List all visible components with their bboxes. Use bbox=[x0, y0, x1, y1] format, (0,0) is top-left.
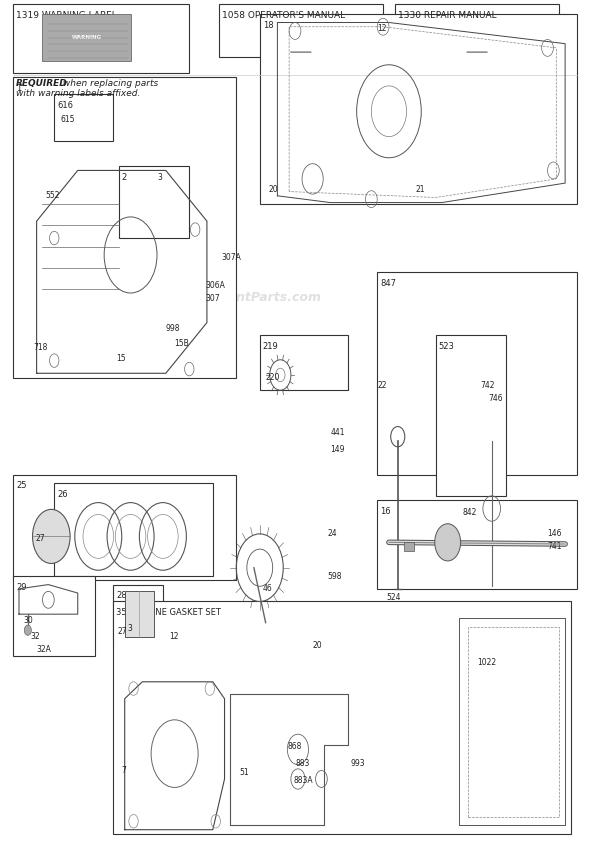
Text: 598: 598 bbox=[327, 572, 342, 581]
Text: 847: 847 bbox=[380, 279, 396, 287]
Text: 883A: 883A bbox=[294, 776, 313, 785]
Bar bbox=[395, 4, 559, 57]
Text: WARNING: WARNING bbox=[71, 36, 101, 40]
Bar bbox=[42, 14, 130, 60]
Text: 15B: 15B bbox=[175, 339, 189, 349]
Bar bbox=[377, 272, 577, 475]
Bar bbox=[404, 543, 414, 551]
Circle shape bbox=[24, 625, 31, 635]
Text: 3: 3 bbox=[157, 173, 162, 181]
Circle shape bbox=[32, 510, 70, 563]
Text: 27: 27 bbox=[117, 627, 127, 636]
Text: 358 ENGINE GASKET SET: 358 ENGINE GASKET SET bbox=[116, 608, 221, 617]
Text: 306A: 306A bbox=[206, 281, 225, 290]
Text: 51: 51 bbox=[239, 767, 249, 777]
Text: 20: 20 bbox=[313, 641, 322, 650]
Bar bbox=[436, 335, 506, 496]
Text: 32A: 32A bbox=[37, 645, 51, 654]
Text: 307: 307 bbox=[206, 294, 221, 304]
Text: 7: 7 bbox=[122, 766, 127, 775]
Text: 1022: 1022 bbox=[477, 658, 496, 667]
Bar bbox=[13, 475, 236, 580]
Text: 718: 718 bbox=[34, 343, 48, 353]
Circle shape bbox=[435, 524, 461, 561]
Text: 21: 21 bbox=[415, 185, 425, 193]
Bar bbox=[13, 576, 96, 656]
Bar bbox=[13, 4, 189, 73]
Text: 29: 29 bbox=[16, 583, 27, 592]
Text: 307A: 307A bbox=[222, 253, 241, 262]
Text: 616: 616 bbox=[57, 101, 73, 110]
Text: 3: 3 bbox=[127, 624, 133, 633]
Text: 746: 746 bbox=[489, 394, 503, 403]
Text: 441: 441 bbox=[330, 428, 345, 437]
Text: 993: 993 bbox=[351, 759, 365, 768]
Text: 46: 46 bbox=[263, 584, 273, 594]
Text: 149: 149 bbox=[330, 445, 345, 454]
Bar bbox=[377, 500, 577, 589]
Text: 552: 552 bbox=[45, 192, 60, 200]
Text: 22: 22 bbox=[377, 382, 386, 390]
Text: 220: 220 bbox=[266, 373, 280, 382]
Text: REQUIRED: REQUIRED bbox=[16, 79, 68, 88]
Text: 30: 30 bbox=[24, 616, 34, 625]
Text: 1: 1 bbox=[16, 84, 21, 93]
Text: eReplacementParts.com: eReplacementParts.com bbox=[151, 291, 322, 304]
Text: 27: 27 bbox=[35, 533, 45, 543]
Text: 883: 883 bbox=[295, 759, 309, 768]
Text: 25: 25 bbox=[16, 482, 27, 490]
Text: with warning labels affixed.: with warning labels affixed. bbox=[16, 89, 140, 98]
Bar bbox=[54, 483, 213, 576]
Text: 12: 12 bbox=[377, 24, 386, 33]
Bar bbox=[260, 14, 577, 204]
Bar bbox=[124, 590, 154, 637]
Text: 146: 146 bbox=[548, 529, 562, 538]
Text: 1058 OPERATOR'S MANUAL: 1058 OPERATOR'S MANUAL bbox=[222, 11, 345, 20]
Text: 2: 2 bbox=[122, 173, 127, 182]
Text: 615: 615 bbox=[60, 115, 74, 124]
Text: 741: 741 bbox=[548, 542, 562, 551]
Text: 1330 REPAIR MANUAL: 1330 REPAIR MANUAL bbox=[398, 11, 496, 20]
Text: 524: 524 bbox=[386, 593, 401, 602]
Text: 523: 523 bbox=[439, 342, 455, 351]
Text: 32: 32 bbox=[31, 633, 40, 641]
Bar bbox=[113, 601, 571, 834]
Text: 842: 842 bbox=[463, 508, 477, 517]
Bar bbox=[219, 4, 383, 57]
Text: 24: 24 bbox=[327, 529, 337, 538]
Text: 998: 998 bbox=[166, 324, 181, 333]
Bar bbox=[260, 335, 348, 390]
Text: 28: 28 bbox=[116, 591, 126, 600]
Text: 1319 WARNING LABEL: 1319 WARNING LABEL bbox=[16, 11, 117, 20]
Text: 742: 742 bbox=[480, 382, 494, 390]
Bar bbox=[119, 166, 189, 238]
Text: 20: 20 bbox=[268, 185, 278, 193]
Text: 868: 868 bbox=[288, 742, 302, 751]
Text: 219: 219 bbox=[263, 342, 278, 351]
Bar bbox=[13, 77, 236, 377]
Text: 18: 18 bbox=[263, 21, 273, 30]
Text: 16: 16 bbox=[380, 507, 391, 516]
Bar bbox=[54, 94, 113, 141]
Text: when replacing parts: when replacing parts bbox=[60, 79, 158, 88]
Text: 12: 12 bbox=[169, 633, 178, 641]
Text: 15: 15 bbox=[116, 354, 126, 363]
Bar bbox=[113, 584, 163, 639]
Text: 26: 26 bbox=[57, 490, 68, 499]
